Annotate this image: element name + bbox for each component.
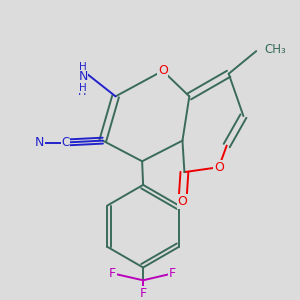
Text: F: F (140, 286, 147, 300)
Text: O: O (214, 161, 224, 174)
Text: F: F (109, 267, 116, 280)
Text: O: O (158, 64, 168, 77)
Text: F: F (169, 267, 176, 280)
Text: O: O (178, 195, 188, 208)
Text: H: H (79, 82, 87, 92)
Text: N: N (78, 70, 88, 83)
Text: N: N (35, 136, 44, 149)
Text: CH₃: CH₃ (264, 43, 286, 56)
Text: H: H (79, 62, 87, 72)
Text: H: H (78, 87, 86, 98)
Text: H: H (79, 66, 87, 76)
Text: C: C (61, 136, 70, 149)
Text: N: N (77, 74, 87, 87)
